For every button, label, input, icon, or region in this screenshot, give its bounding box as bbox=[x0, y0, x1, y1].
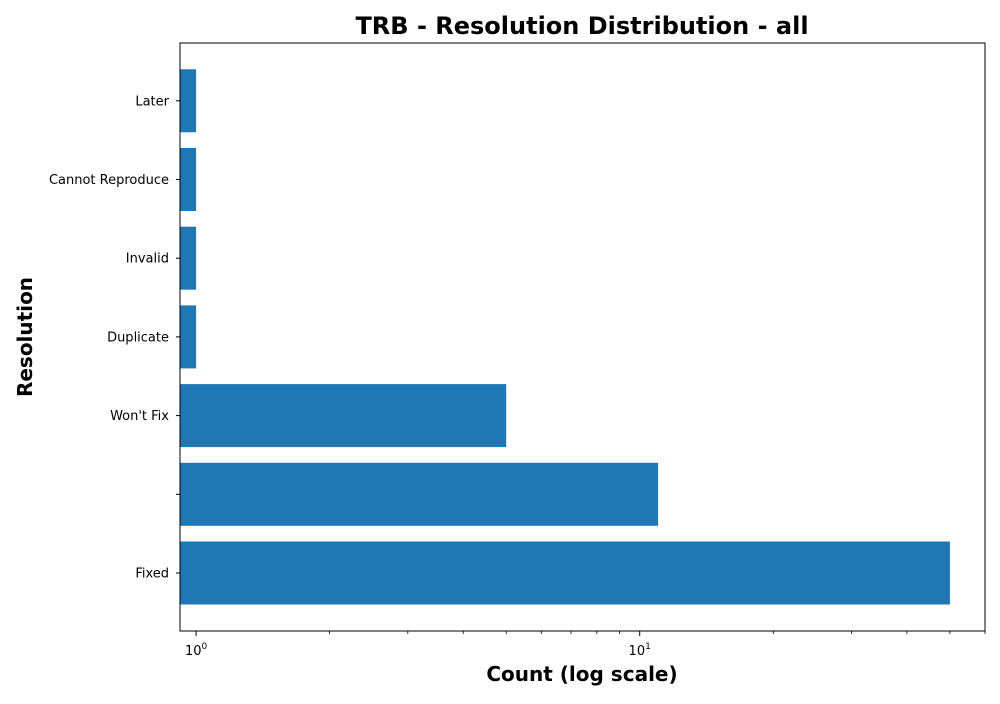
y-tick-label: Later bbox=[135, 94, 169, 109]
x-tick-label: 100 bbox=[185, 642, 208, 659]
y-tick-label: Duplicate bbox=[107, 330, 169, 345]
bar bbox=[180, 384, 507, 448]
y-tick-label: Cannot Reproduce bbox=[49, 173, 169, 188]
chart-title: TRB - Resolution Distribution - all bbox=[355, 12, 808, 40]
x-tick-label: 101 bbox=[629, 642, 651, 659]
bars-layer bbox=[180, 69, 950, 605]
y-axis-label: Resolution bbox=[13, 277, 37, 397]
bar bbox=[180, 226, 197, 290]
bar bbox=[180, 541, 950, 605]
ticks-layer: Fixed Won't Fix Duplicate Invalid Cannot Rep… bbox=[49, 94, 986, 659]
y-tick-label: Won't Fix bbox=[110, 409, 169, 424]
bar bbox=[180, 148, 197, 211]
plot-frame bbox=[179, 42, 986, 632]
y-tick-label: Invalid bbox=[126, 252, 169, 267]
bar bbox=[180, 305, 197, 369]
bar bbox=[180, 69, 197, 133]
x-axis-label: Count (log scale) bbox=[486, 662, 677, 686]
y-tick-label: Fixed bbox=[135, 567, 169, 582]
bar bbox=[180, 462, 659, 526]
